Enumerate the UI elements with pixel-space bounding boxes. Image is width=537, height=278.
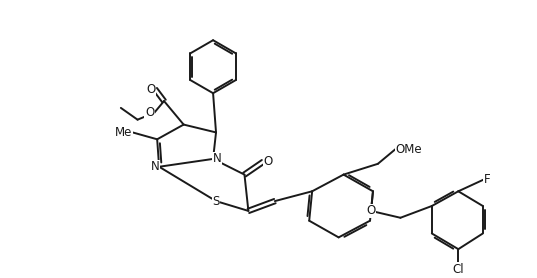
Text: Cl: Cl	[453, 263, 464, 276]
Text: O: O	[366, 204, 376, 217]
Text: N: N	[150, 160, 159, 173]
Text: O: O	[263, 155, 272, 168]
Text: S: S	[212, 195, 220, 208]
Text: OMe: OMe	[396, 143, 422, 156]
Text: F: F	[484, 173, 490, 186]
Text: O: O	[145, 106, 154, 119]
Text: Me: Me	[115, 126, 133, 139]
Text: N: N	[213, 152, 222, 165]
Text: O: O	[146, 83, 155, 96]
